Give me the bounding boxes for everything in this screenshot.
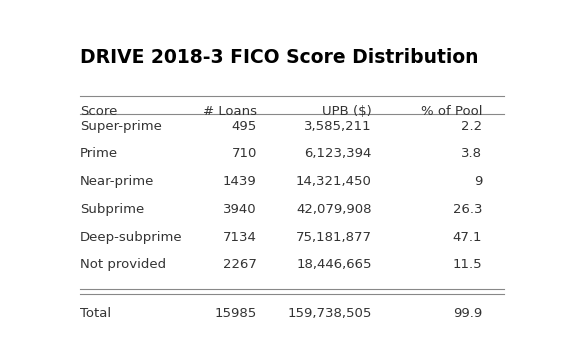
Text: UPB ($): UPB ($) (322, 105, 372, 118)
Text: Subprime: Subprime (80, 203, 144, 216)
Text: 159,738,505: 159,738,505 (287, 307, 372, 320)
Text: DRIVE 2018-3 FICO Score Distribution: DRIVE 2018-3 FICO Score Distribution (80, 48, 479, 67)
Text: 99.9: 99.9 (453, 307, 482, 320)
Text: 75,181,877: 75,181,877 (296, 231, 372, 244)
Text: % of Pool: % of Pool (421, 105, 482, 118)
Text: 1439: 1439 (223, 175, 256, 188)
Text: # Loans: # Loans (203, 105, 256, 118)
Text: 11.5: 11.5 (453, 258, 482, 271)
Text: 3940: 3940 (223, 203, 256, 216)
Text: 15985: 15985 (214, 307, 256, 320)
Text: 2.2: 2.2 (461, 120, 482, 132)
Text: Prime: Prime (80, 147, 118, 160)
Text: Super-prime: Super-prime (80, 120, 162, 132)
Text: 2267: 2267 (223, 258, 256, 271)
Text: 26.3: 26.3 (453, 203, 482, 216)
Text: Score: Score (80, 105, 117, 118)
Text: Deep-subprime: Deep-subprime (80, 231, 183, 244)
Text: Total: Total (80, 307, 111, 320)
Text: 495: 495 (231, 120, 256, 132)
Text: Near-prime: Near-prime (80, 175, 154, 188)
Text: 6,123,394: 6,123,394 (304, 147, 372, 160)
Text: 47.1: 47.1 (453, 231, 482, 244)
Text: 14,321,450: 14,321,450 (296, 175, 372, 188)
Text: 3,585,211: 3,585,211 (304, 120, 372, 132)
Text: Not provided: Not provided (80, 258, 166, 271)
Text: 7134: 7134 (223, 231, 256, 244)
Text: 710: 710 (231, 147, 256, 160)
Text: 9: 9 (474, 175, 482, 188)
Text: 18,446,665: 18,446,665 (296, 258, 372, 271)
Text: 42,079,908: 42,079,908 (296, 203, 372, 216)
Text: 3.8: 3.8 (461, 147, 482, 160)
